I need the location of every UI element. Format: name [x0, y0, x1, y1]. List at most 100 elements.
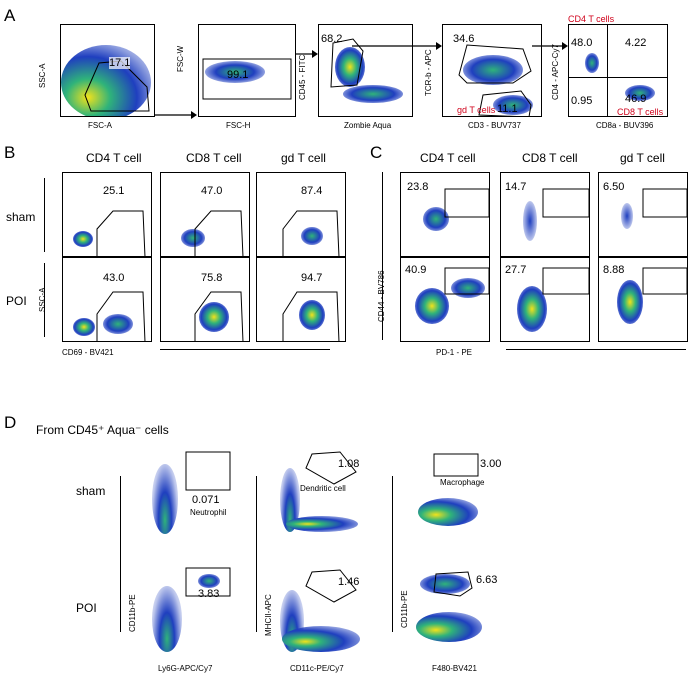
panel-b-col-cd8: CD8 T cell: [186, 151, 242, 165]
panel-label-a: A: [4, 6, 16, 25]
density-cloud: [343, 85, 403, 103]
density-cloud: [418, 498, 478, 526]
arrow-icon: [532, 42, 568, 50]
gate-percent: 87.4: [301, 185, 323, 197]
panel-label-b: B: [4, 143, 16, 162]
axis-y-label: CD44 - BV786: [377, 270, 386, 322]
panel-c-plot: 6.50: [598, 172, 688, 257]
panel-b-row-sham: sham: [6, 210, 36, 224]
gate-dendritic: [305, 451, 357, 485]
panel-b-plot: 47.0: [160, 172, 250, 257]
panel-b-plot: 43.0: [62, 257, 152, 342]
cd4-t-cells-label: CD4 T cells: [568, 14, 615, 24]
density-cloud: [301, 227, 323, 245]
axis-x-label: CD8a - BUV396: [596, 121, 654, 130]
density-cloud: [420, 574, 470, 594]
panel-b-col-cd4: CD4 T cell: [86, 151, 142, 165]
axis-x-label: PD-1 - PE: [436, 348, 473, 357]
density-cloud: [463, 55, 523, 85]
axis-x-label: FSC-H: [226, 121, 251, 130]
density-cloud: [199, 302, 229, 332]
density-cloud: [181, 229, 205, 247]
panel-d-row-poi: POI: [76, 601, 97, 615]
gate-neutrophil: [185, 451, 231, 491]
panel-d-row-sham: sham: [76, 484, 106, 498]
panel-a-plot-cd3-tcrb: 34.6 11.1 gd T cells: [442, 24, 542, 117]
axis-y-label: FSC-W: [176, 45, 185, 72]
density-cloud: [282, 626, 360, 652]
arrow-icon: [296, 50, 318, 58]
gate-percent: 1.08: [338, 458, 360, 470]
panel-label-d: D: [4, 413, 17, 432]
row-divider: [392, 476, 393, 632]
axis-x-label: Zombie Aqua: [344, 121, 392, 130]
density-cloud: [205, 61, 265, 83]
gate-cd69: [194, 210, 244, 256]
quadrant-line: [607, 25, 608, 116]
density-cloud: [198, 574, 220, 588]
quadrant-q1: 48.0: [571, 37, 593, 49]
density-cloud: [152, 464, 178, 534]
panel-c-plot: 40.9: [400, 257, 490, 342]
gate-percent: 0.071: [192, 494, 220, 506]
gate-pd1: [444, 188, 489, 218]
panel-d-title: From CD45⁺ Aqua⁻ cells: [36, 423, 169, 437]
row-divider: [44, 263, 45, 337]
panel-d-plot-neutrophil-poi: 3.83: [140, 566, 236, 656]
panel-d-plot-macrophage-sham: 3.00 Macrophage: [412, 448, 508, 538]
panel-a-plot-fsc-ssc: 17.1: [60, 24, 155, 117]
cell-type-label: Dendritic cell: [300, 484, 346, 493]
gate-percent: 6.63: [476, 574, 498, 586]
panel-c-plot: 23.8: [400, 172, 490, 257]
gate-percent: 94.7: [301, 272, 323, 284]
gate-tcrb: [458, 44, 532, 116]
gate-percent: 6.50: [603, 181, 625, 193]
panel-b-plot: 87.4: [256, 172, 346, 257]
density-cloud: [280, 468, 300, 532]
density-cloud: [416, 612, 482, 642]
gate-macrophage: [433, 571, 473, 597]
panel-d-plot-dendritic-poi: 1.46: [276, 566, 372, 656]
density-cloud: [299, 300, 325, 330]
gate-singlets: [202, 58, 292, 100]
cell-type-label: Neutrophil: [190, 508, 227, 517]
panel-a-plot-cd8-cd4: 48.0 4.22 0.95 46.9 CD8 T cells: [568, 24, 668, 117]
gate-percent: 1.46: [338, 576, 360, 588]
axis-y-label: CD45 - FITC: [298, 54, 307, 100]
gate-lymphocytes: [84, 60, 150, 112]
gate-percent: 8.88: [603, 264, 625, 276]
panel-c-plot: 14.7: [500, 172, 590, 257]
density-cloud: [617, 280, 643, 324]
gate-pd1: [542, 188, 589, 218]
density-cloud: [625, 85, 655, 101]
gate-neutrophil: [185, 567, 231, 597]
panel-c-col-cd4: CD4 T cell: [420, 151, 476, 165]
axis-divider: [506, 349, 686, 350]
gate-percent: 75.8: [201, 272, 223, 284]
gd-t-cells-label: gd T cells: [457, 105, 496, 115]
axis-divider: [160, 349, 330, 350]
density-cloud: [73, 231, 93, 247]
density-cloud: [286, 516, 358, 532]
row-divider: [256, 476, 257, 632]
axis-y-label: MHCII-APC: [264, 594, 273, 636]
gate-percent: 3.00: [480, 458, 502, 470]
panel-a-plot-zombie-cd45: 68.2: [318, 24, 413, 117]
axis-x-label: FSC-A: [88, 121, 112, 130]
row-divider: [44, 178, 45, 252]
gate-percent: 23.8: [407, 181, 429, 193]
density-cloud: [152, 586, 182, 652]
panel-b-plot: 94.7: [256, 257, 346, 342]
gate-cd69: [96, 210, 146, 256]
panel-a-plot-fsch-fscw: 99.1: [198, 24, 296, 117]
gate-percent: 14.7: [505, 181, 527, 193]
density-cloud: [103, 314, 133, 334]
gate-percent: 27.7: [505, 264, 527, 276]
cell-type-label: Macrophage: [440, 478, 485, 487]
quadrant-q2: 4.22: [625, 37, 647, 49]
gate-pd1: [542, 267, 589, 295]
quadrant-q4: 46.9: [625, 93, 647, 105]
gate-pd1: [642, 267, 687, 295]
gate-percent-gd: 11.1: [497, 103, 518, 115]
panel-c-col-cd8: CD8 T cell: [522, 151, 578, 165]
